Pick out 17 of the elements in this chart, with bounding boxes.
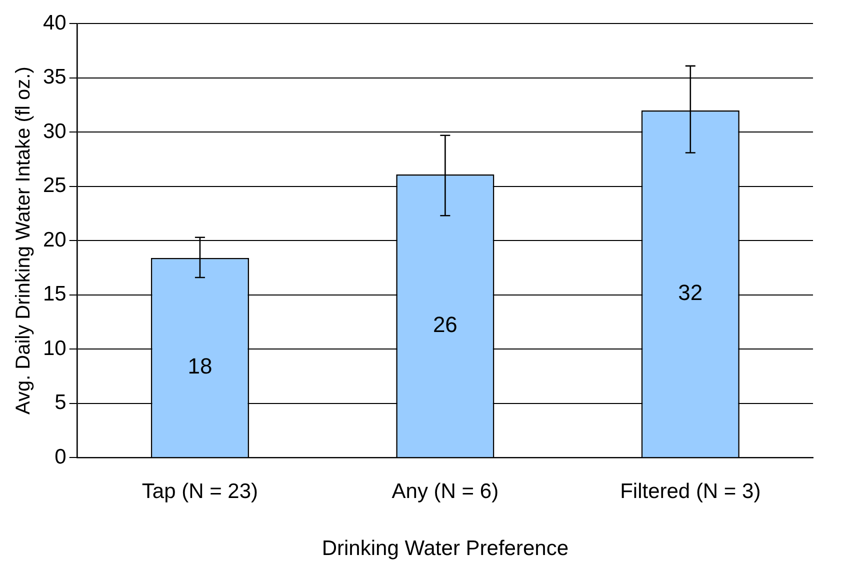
y-tick-label: 15 <box>43 282 66 306</box>
y-tick-label: 30 <box>43 120 66 143</box>
y-tick-label: 10 <box>43 336 66 360</box>
y-axis-title: Avg. Daily Drinking Water Intake (fl oz.) <box>12 66 35 415</box>
x-tick-label: Any (N = 6) <box>392 480 499 503</box>
y-tick-label: 20 <box>43 228 66 252</box>
data-label: 18 <box>188 354 212 379</box>
data-label: 32 <box>678 280 703 305</box>
data-label: 26 <box>432 312 458 337</box>
x-tick-label: Filtered (N = 3) <box>620 480 761 503</box>
x-axis-title: Drinking Water Preference <box>322 537 569 560</box>
y-tick-label: 0 <box>54 445 66 468</box>
y-tick-label: 5 <box>54 391 66 414</box>
y-tick-label: 25 <box>43 174 66 198</box>
x-tick-label: Tap (N = 23) <box>142 480 258 503</box>
y-tick-label: 40 <box>43 11 66 34</box>
y-tick-label: 35 <box>43 66 66 89</box>
